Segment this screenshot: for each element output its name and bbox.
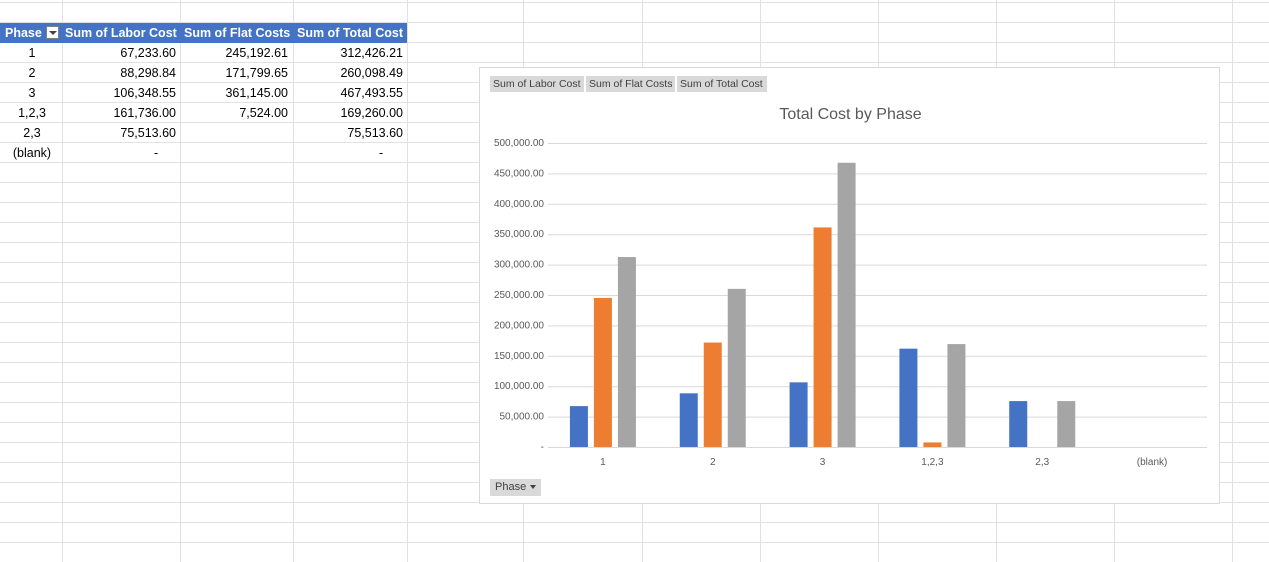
x-tick-label: 1 <box>600 457 606 468</box>
pivot-cell-labor: 88,298.84 <box>120 66 176 80</box>
y-tick-label: 400,000.00 <box>494 199 544 210</box>
bar-series-1[interactable] <box>789 382 808 447</box>
y-tick-label: 250,000.00 <box>494 290 544 301</box>
bar-series-1[interactable] <box>1009 401 1028 447</box>
y-tick-label: 100,000.00 <box>494 381 544 392</box>
y-tick-label: 50,000.00 <box>500 412 545 423</box>
bar-series-1[interactable] <box>679 393 698 447</box>
pivot-cell-flat <box>180 143 288 163</box>
pivot-cell-phase: 1,2,3 <box>18 106 46 120</box>
y-tick-label: 500,000.00 <box>494 138 544 149</box>
pivot-cell-total: 169,260.00 <box>340 106 403 120</box>
phase-axis-field-button[interactable]: Phase <box>490 479 542 496</box>
pivot-cell-phase: 2,3 <box>23 126 41 140</box>
pivot-cell-total: 75,513.60 <box>347 126 403 140</box>
bar-series-3[interactable] <box>947 344 966 447</box>
bar-series-2[interactable] <box>593 297 612 447</box>
bar-series-2[interactable] <box>703 342 722 447</box>
x-tick-label: 2,3 <box>1035 457 1049 468</box>
bar-series-1[interactable] <box>569 406 588 447</box>
bar-series-3[interactable] <box>727 288 746 447</box>
x-tick-label: 3 <box>820 457 826 468</box>
bar-series-3[interactable] <box>1057 401 1076 447</box>
pivot-data-row: 1,2,3 161,736.00 7,524.00 169,260.00 <box>0 103 407 123</box>
pivot-data-row: (blank) - - <box>0 143 407 163</box>
phase-axis-field-label: Phase <box>495 481 527 493</box>
pivot-cell-phase: (blank) <box>12 146 52 160</box>
pivot-cell-total: - <box>379 146 384 160</box>
field-button-flat-costs[interactable]: Sum of Flat Costs <box>586 76 675 92</box>
pivot-cell-flat <box>180 123 288 143</box>
field-button-labor-cost[interactable]: Sum of Labor Cost <box>490 76 584 92</box>
pivot-data-row: 3 106,348.55 361,145.00 467,493.55 <box>0 83 407 103</box>
field-button-total-cost[interactable]: Sum of Total Cost <box>677 76 767 92</box>
pivot-cell-labor: 106,348.55 <box>113 86 176 100</box>
pivot-data-row: 2 88,298.84 171,799.65 260,098.49 <box>0 63 407 83</box>
pivot-header-row: Phase Sum of Labor Cost Sum of Flat Cost… <box>0 23 407 43</box>
pivot-cell-total: 467,493.55 <box>340 86 403 100</box>
phase-filter-dropdown-button[interactable] <box>46 26 59 39</box>
pivot-data-row: 1 67,233.60 245,192.61 312,426.21 <box>0 43 407 63</box>
pivot-cell-phase: 1 <box>28 46 36 60</box>
bar-series-2[interactable] <box>813 227 832 447</box>
pivot-cell-labor: 161,736.00 <box>113 106 176 120</box>
chart-plot-area: - 50,000.00 100,000.00 150,000.00 200,000.00… <box>494 138 1207 468</box>
x-tick-label: 2 <box>710 457 716 468</box>
pivot-chart[interactable]: Sum of Labor Cost Sum of Flat Costs Sum … <box>479 67 1220 504</box>
pivot-cell-total: 312,426.21 <box>340 46 403 60</box>
pivot-cell-phase: 3 <box>28 86 36 100</box>
pivot-header-labor: Sum of Labor Cost <box>65 26 177 40</box>
pivot-cell-flat: 171,799.65 <box>225 66 288 80</box>
y-tick-label: 150,000.00 <box>494 351 544 362</box>
pivot-cell-total: 260,098.49 <box>340 66 403 80</box>
bar-series-3[interactable] <box>617 257 636 447</box>
x-tick-label: (blank) <box>1137 457 1168 468</box>
bar-series-3[interactable] <box>837 162 856 447</box>
pivot-cell-flat: 361,145.00 <box>225 86 288 100</box>
chevron-down-icon <box>530 485 537 490</box>
y-tick-label: 200,000.00 <box>494 320 544 331</box>
y-tick-label: 350,000.00 <box>494 229 544 240</box>
pivot-cell-flat: 7,524.00 <box>239 106 288 120</box>
pivot-cell-labor: 75,513.60 <box>120 126 176 140</box>
pivot-cell-phase: 2 <box>28 66 36 80</box>
pivot-cell-labor: 67,233.60 <box>120 46 176 60</box>
y-tick-label: - <box>541 442 544 453</box>
chart-title: Total Cost by Phase <box>779 106 922 123</box>
pivot-header-phase: Phase <box>5 26 42 40</box>
bar-series-1[interactable] <box>899 348 918 447</box>
bar-series-2[interactable] <box>923 442 942 447</box>
pivot-header-total: Sum of Total Cost <box>297 26 404 40</box>
pivot-cell-labor: - <box>154 146 159 160</box>
y-tick-label: 300,000.00 <box>494 260 544 271</box>
x-tick-label: 1,2,3 <box>921 457 944 468</box>
pivot-header-flat: Sum of Flat Costs <box>184 26 291 40</box>
pivot-cell-flat: 245,192.61 <box>225 46 288 60</box>
y-tick-label: 450,000.00 <box>494 168 544 179</box>
pivot-data-row: 2,3 75,513.60 75,513.60 <box>0 123 407 143</box>
